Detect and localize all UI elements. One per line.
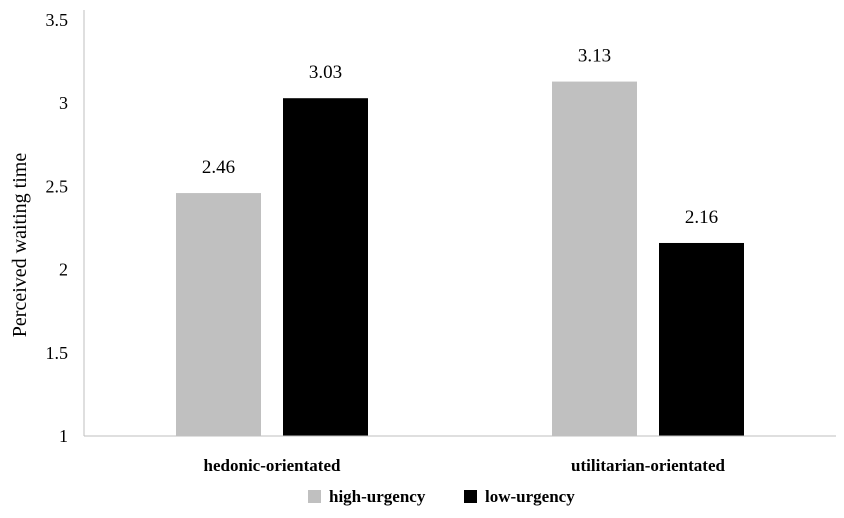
- data-label: 2.16: [685, 207, 718, 228]
- legend-swatch-low-urgency: [464, 490, 477, 503]
- bar-low-urgency-utilitarian-orientated: [659, 242, 744, 436]
- bar-high-urgency-hedonic-orientated: [176, 193, 261, 436]
- data-label: 3.03: [309, 62, 342, 83]
- y-tick-label: 3: [59, 93, 68, 113]
- bar-low-urgency-hedonic-orientated: [283, 98, 368, 436]
- legend-label-low-urgency: low-urgency: [485, 487, 575, 506]
- y-tick-label: 1.5: [46, 343, 69, 363]
- legend-label-high-urgency: high-urgency: [329, 487, 426, 506]
- bars-group: [176, 81, 744, 437]
- y-axis: 1 1.5 2 2.5 3 3.5: [46, 10, 85, 446]
- data-labels-group: 2.46 3.03 3.13 2.16: [202, 46, 718, 228]
- data-label: 3.13: [578, 46, 611, 67]
- x-axis: hedonic-orientated utilitarian-orientated: [84, 435, 836, 475]
- y-tick-label: 3.5: [46, 10, 69, 30]
- x-category-label: utilitarian-orientated: [571, 456, 725, 475]
- bar-high-urgency-utilitarian-orientated: [552, 81, 637, 437]
- legend: high-urgency low-urgency: [308, 487, 575, 506]
- y-tick-label: 2: [59, 260, 68, 280]
- y-tick-label: 2.5: [46, 176, 69, 196]
- x-category-label: hedonic-orientated: [204, 456, 341, 475]
- legend-swatch-high-urgency: [308, 490, 321, 503]
- data-label: 2.46: [202, 157, 235, 178]
- y-tick-label: 1: [59, 426, 68, 446]
- y-axis-title: Perceived waiting time: [9, 153, 31, 338]
